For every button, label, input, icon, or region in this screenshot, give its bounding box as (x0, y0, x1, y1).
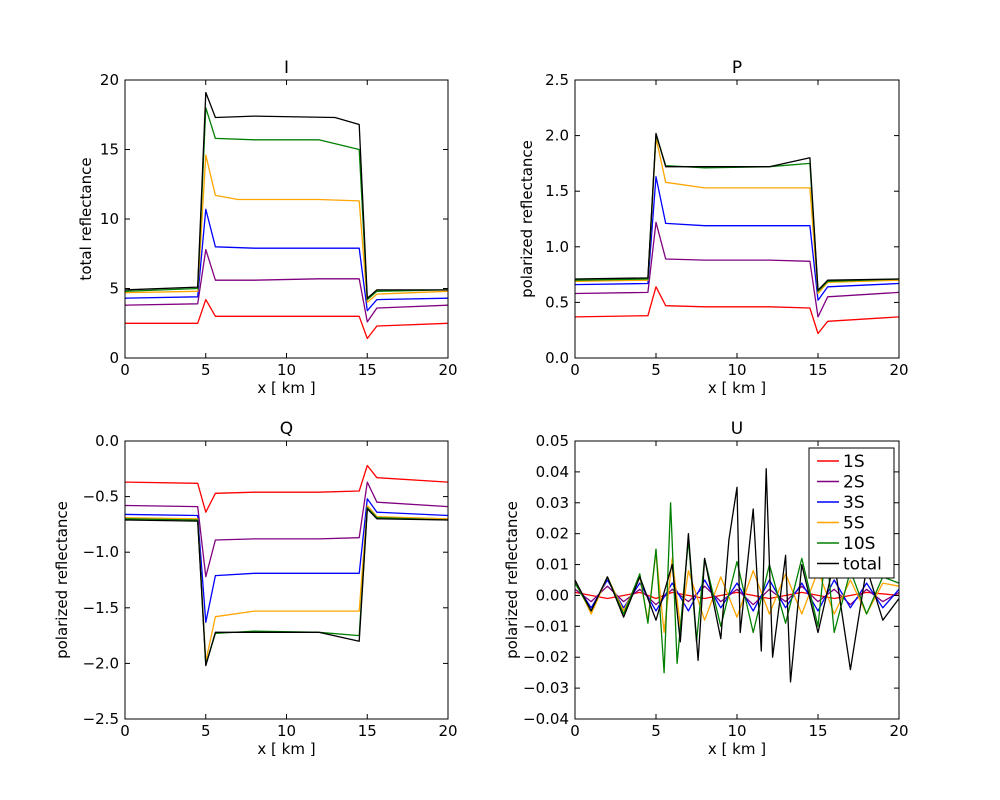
y-tick-label: 0.04 (536, 463, 569, 481)
series-line-1 (125, 481, 448, 578)
chart-panel-u: 0 5 10 15 20 −0.04 −0.03 −0.02 −0.01 0.00 0.01 0.02… (503, 419, 909, 758)
y-tick-label: 0.05 (536, 432, 569, 450)
series-line-5 (125, 91, 448, 299)
series-group (125, 464, 448, 667)
series-line-2 (125, 208, 448, 312)
x-axis-label: x [ km ] (257, 740, 315, 758)
x-tick-label: 0 (120, 722, 130, 740)
chart-title: P (732, 58, 742, 78)
x-tick-label: 10 (277, 361, 296, 379)
y-tick-label: 0.02 (536, 525, 569, 543)
series-line-total (575, 468, 899, 683)
y-axis-label: polarized reflectance (53, 501, 71, 659)
y-tick-label: 5 (109, 280, 119, 298)
x-tick-label: 15 (808, 361, 827, 379)
x-tick-label: 5 (201, 361, 211, 379)
x-tick-label: 5 (651, 722, 661, 740)
y-tick-label: 2.5 (545, 71, 569, 89)
series-line-5 (125, 508, 448, 667)
x-tick-label: 5 (651, 361, 661, 379)
series-line-2 (575, 176, 899, 301)
y-tick-label: 0.0 (95, 432, 119, 450)
series-line-5 (575, 132, 899, 291)
x-tick-label: 20 (889, 361, 908, 379)
chart-title: I (284, 58, 289, 78)
y-tick-label: 0.0 (545, 349, 569, 367)
series-group (575, 468, 899, 683)
y-tick-label: 20 (100, 71, 119, 89)
x-tick-label: 10 (727, 722, 746, 740)
y-tick-label: 1.5 (545, 182, 569, 200)
x-tick-label: 15 (358, 361, 377, 379)
legend-label-1s: 1S (843, 452, 865, 472)
series-line-1s (575, 591, 899, 600)
legend-label-5s: 5S (843, 514, 865, 534)
y-tick-label: −0.5 (83, 488, 119, 506)
plot-area (124, 440, 449, 720)
x-tick-label: 10 (277, 722, 296, 740)
y-tick-label: 10 (100, 210, 119, 228)
legend-label-10s: 10S (843, 534, 875, 554)
chart-title: Q (280, 419, 293, 439)
chart-panel-p: 0 5 10 15 20 0.0 0.5 1.0 1.5 2.0 2.5 Px [ km ] polar… (518, 58, 909, 397)
chart-panel-q: 0 5 10 15 20 −2.5 −2.0 −1.5 −1.0 −0.5 0.0 Qx [ km ]… (53, 419, 458, 758)
x-tick-label: 10 (727, 361, 746, 379)
series-line-3 (125, 154, 448, 304)
x-tick-label: 20 (438, 722, 457, 740)
x-axis-label: x [ km ] (708, 379, 766, 397)
y-tick-label: 2.0 (545, 127, 569, 145)
series-line-0 (125, 298, 448, 340)
y-axis-label: polarized reflectance (503, 501, 521, 659)
chart-panel-i: 0 5 10 15 20 0 5 10 15 20 Ix [ km ] total reflectan… (77, 58, 458, 397)
y-tick-label: −0.04 (523, 710, 569, 728)
y-tick-label: 0.03 (536, 494, 569, 512)
plot-area (574, 79, 900, 359)
y-tick-label: −0.01 (523, 617, 569, 635)
x-tick-label: 0 (570, 361, 580, 379)
y-tick-label: −0.03 (523, 679, 569, 697)
series-line-1 (125, 248, 448, 323)
y-tick-label: −2.0 (83, 654, 119, 672)
x-axis-label: x [ km ] (257, 379, 315, 397)
series-line-1 (575, 221, 899, 318)
legend-frame (808, 447, 895, 579)
y-tick-label: 0 (109, 349, 119, 367)
y-tick-label: −1.0 (83, 543, 119, 561)
y-tick-label: 1.0 (545, 238, 569, 256)
y-tick-label: 15 (100, 141, 119, 159)
series-line-0 (575, 286, 899, 335)
series-line-2 (125, 498, 448, 623)
y-tick-label: −0.02 (523, 648, 569, 666)
chart-title: U (731, 419, 743, 439)
x-tick-label: 15 (358, 722, 377, 740)
x-tick-label: 0 (570, 722, 580, 740)
y-tick-label: 0.00 (536, 586, 569, 604)
x-tick-label: 0 (120, 361, 130, 379)
legend-label-total: total (843, 555, 882, 575)
series-group (125, 91, 448, 340)
series-group (575, 132, 899, 335)
legend-label-2s: 2S (843, 473, 865, 493)
x-tick-label: 20 (889, 722, 908, 740)
y-axis-label: total reflectance (77, 157, 95, 280)
y-axis-label: polarized reflectance (518, 140, 536, 298)
x-tick-label: 5 (201, 722, 211, 740)
x-axis-label: x [ km ] (708, 740, 766, 758)
x-tick-label: 20 (438, 361, 457, 379)
y-tick-label: −1.5 (83, 599, 119, 617)
plot-area (124, 79, 449, 359)
y-tick-label: 0.01 (536, 556, 569, 574)
y-tick-label: 0.5 (545, 293, 569, 311)
legend-label-3s: 3S (843, 493, 865, 513)
y-tick-label: −2.5 (83, 710, 119, 728)
x-tick-label: 15 (808, 722, 827, 740)
series-line-0 (125, 464, 448, 513)
